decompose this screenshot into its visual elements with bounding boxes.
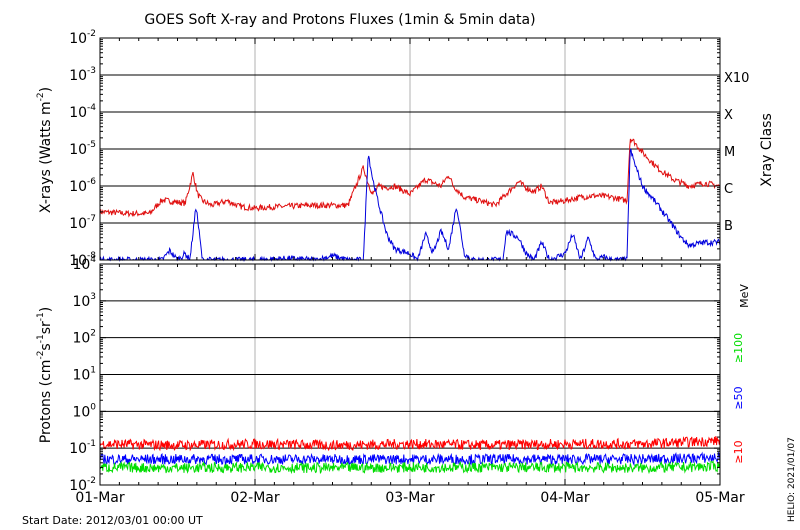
- y-tick-label: 100: [72, 402, 96, 420]
- energy-channel-label: MeV: [738, 284, 751, 308]
- xray-class-axis-title: Xray Class: [759, 113, 775, 187]
- y-tick-label: 10-4: [69, 103, 96, 121]
- x-tick-label: 03-Mar: [385, 490, 435, 506]
- y-tick-label: 10-1: [69, 439, 96, 457]
- series-p50: [99, 451, 721, 467]
- y-tick-label: 102: [72, 329, 96, 347]
- start-date: Start Date: 2012/03/01 00:00 UT: [22, 514, 203, 527]
- xray-class-label: X10: [724, 71, 749, 86]
- y-tick-label: 10-7: [69, 214, 96, 232]
- credit: HELIO: 2021/01/07: [787, 437, 797, 522]
- xray-class-label: M: [724, 145, 735, 160]
- x-tick-label: 04-Mar: [540, 490, 590, 506]
- chart-title: GOES Soft X-ray and Protons Fluxes (1min…: [144, 12, 535, 28]
- xray-class-label: B: [724, 219, 733, 234]
- y-tick-label: 101: [72, 366, 96, 384]
- xray-y-axis-label: X-rays (Watts m-2): [36, 87, 54, 213]
- series-p100: [99, 459, 721, 475]
- y-tick-label: 10-3: [69, 66, 96, 84]
- xray-panel: 10-8 10-7 10-6 10-5 10-4 10-3 10-2 B C M X X10 Xray …: [36, 29, 775, 269]
- y-tick-label: 10-2: [69, 476, 96, 494]
- energy-channel-label: ≥100: [732, 333, 745, 363]
- y-tick-label: 10-8: [69, 251, 96, 269]
- energy-channel-label: ≥50: [732, 386, 745, 409]
- y-tick-label: 10-2: [69, 29, 96, 47]
- xray-class-label: X: [724, 108, 733, 123]
- x-tick-label: 02-Mar: [230, 490, 280, 506]
- y-tick-label: 103: [72, 292, 96, 310]
- y-tick-label: 10-6: [69, 177, 96, 195]
- y-tick-label: 104: [72, 255, 96, 273]
- y-tick-label: 10-5: [69, 140, 96, 158]
- x-tick-label: 01-Mar: [75, 490, 125, 506]
- proton-panel: 10-2 10-1 100 101 102 103 104 Protons (cm-2s-1s…: [36, 255, 751, 506]
- series-p10: [99, 435, 721, 452]
- x-tick-label: 05-Mar: [695, 490, 745, 506]
- series-xray_long: [99, 138, 721, 218]
- xray-class-label: C: [724, 182, 733, 197]
- proton-y-axis-label: Protons (cm-2s-1sr-1): [36, 307, 54, 443]
- energy-channel-label: ≥10: [732, 440, 745, 463]
